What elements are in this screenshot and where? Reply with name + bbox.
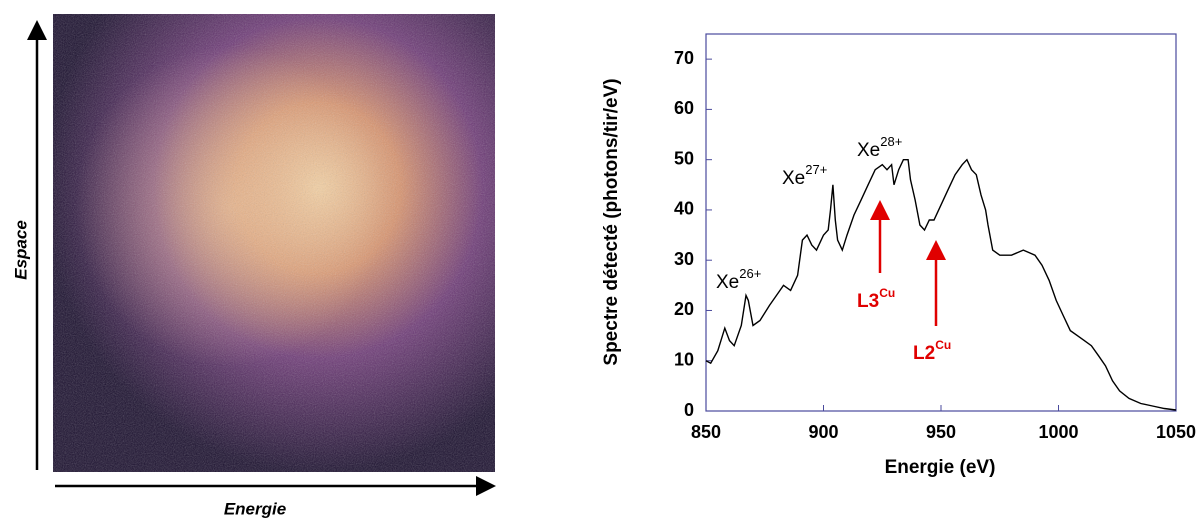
y-tick-label: 50 (674, 148, 694, 168)
annotation: L3Cu (857, 286, 895, 312)
annotation-sup: Cu (879, 286, 895, 300)
annotation-sup: 26+ (739, 266, 761, 281)
y-tick-label: 30 (674, 249, 694, 269)
spectrum-line (705, 158, 1177, 411)
x-axis-label: Energie (eV) (885, 457, 996, 478)
y-tick-label: 20 (674, 299, 694, 319)
annotation-text: Xe (857, 140, 880, 161)
image-noise (53, 14, 495, 472)
y-tick-label: 60 (674, 98, 694, 118)
annotation-text: Xe (716, 272, 739, 293)
annotation-text: Xe (782, 168, 805, 189)
detector-image (53, 14, 495, 472)
annotation-text: L3 (857, 291, 879, 312)
annotation: Xe28+ (857, 134, 902, 161)
y-axis-label: Spectre détecté (photons/tir/eV) (601, 78, 622, 365)
x-tick-label: 950 (926, 422, 956, 442)
x-tick-label: 900 (808, 422, 838, 442)
annotation-sup: 27+ (805, 162, 827, 177)
annotation: Xe26+ (716, 266, 761, 293)
y-tick-label: 40 (674, 199, 694, 219)
x-tick-label: 1000 (1038, 422, 1078, 442)
y-tick-label: 0 (684, 400, 694, 420)
annotation: L2Cu (913, 338, 951, 364)
image-x-label: Energie (224, 499, 286, 518)
y-tick-label: 10 (674, 349, 694, 369)
y-tick-label: 70 (674, 48, 694, 68)
x-tick-label: 1050 (1156, 422, 1196, 442)
image-y-label: Espace (11, 220, 30, 280)
plot-frame (705, 33, 1177, 412)
annotation-text: L2 (913, 343, 935, 364)
annotation-sup: Cu (935, 338, 951, 352)
annotation: Xe27+ (782, 162, 827, 189)
x-tick-label: 850 (691, 422, 721, 442)
annotation-sup: 28+ (880, 134, 902, 149)
